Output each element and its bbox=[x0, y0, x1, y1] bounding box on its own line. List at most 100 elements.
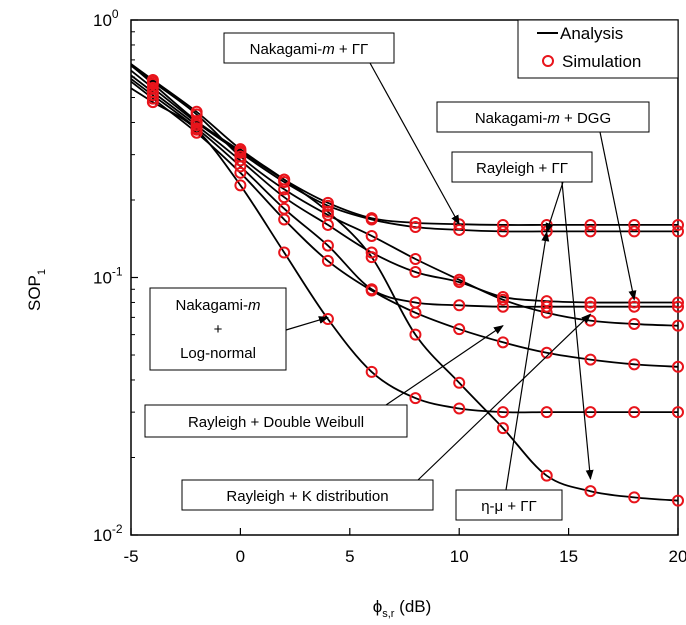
simulation-point bbox=[540, 295, 553, 308]
simulation-point bbox=[365, 365, 378, 378]
annotation-arrow bbox=[385, 325, 504, 406]
simulation-point bbox=[496, 406, 509, 419]
simulation-point bbox=[672, 360, 684, 373]
legend-simulation-label: Simulation bbox=[562, 52, 641, 71]
simulation-point bbox=[540, 306, 553, 319]
annotation-label: + bbox=[214, 321, 223, 338]
simulation-point bbox=[540, 346, 553, 359]
simulation-point bbox=[409, 328, 422, 341]
simulation-point bbox=[321, 239, 334, 252]
analysis-curve-8 bbox=[130, 63, 679, 502]
simulation-point bbox=[672, 300, 684, 313]
simulation-point bbox=[409, 306, 422, 319]
simulation-point bbox=[584, 218, 597, 231]
simulation-point bbox=[672, 406, 684, 419]
x-tick-label: 10 bbox=[450, 547, 469, 566]
y-tick-label: 100 bbox=[93, 7, 119, 30]
simulation-point bbox=[321, 254, 334, 267]
annotation-box bbox=[436, 101, 650, 133]
annotation-arrow bbox=[369, 62, 460, 226]
simulation-point bbox=[409, 221, 422, 234]
simulation-point bbox=[409, 266, 422, 279]
simulation-point bbox=[146, 73, 159, 86]
simulation-point bbox=[628, 218, 641, 231]
simulation-point bbox=[234, 150, 247, 163]
simulation-point bbox=[496, 293, 509, 306]
simulation-point bbox=[496, 218, 509, 231]
simulation-point bbox=[453, 376, 466, 389]
simulation-point bbox=[321, 205, 334, 218]
legend-simulation-marker bbox=[542, 55, 554, 67]
simulation-point bbox=[409, 216, 422, 229]
simulation-point bbox=[234, 166, 247, 179]
simulation-point bbox=[453, 299, 466, 312]
simulation-point bbox=[146, 96, 159, 109]
x-tick-label: -5 bbox=[123, 547, 138, 566]
simulation-point bbox=[278, 173, 291, 186]
simulation-point bbox=[365, 284, 378, 297]
simulation-point bbox=[190, 123, 203, 136]
axis-ticks: -5 0 5 10 15 20 100 10-1 10-2 bbox=[93, 7, 686, 566]
x-axis-title: ϕs,r (dB) bbox=[373, 597, 432, 620]
simulation-point bbox=[365, 246, 378, 259]
x-tick-label: 15 bbox=[559, 547, 578, 566]
simulation-point bbox=[409, 392, 422, 405]
simulation-point bbox=[584, 300, 597, 313]
plot-frame bbox=[130, 19, 679, 536]
annotation-label: Nakagami-m bbox=[175, 297, 260, 314]
annotation-box bbox=[223, 32, 395, 64]
simulation-point bbox=[234, 146, 247, 159]
simulation-point bbox=[278, 213, 291, 226]
simulation-point bbox=[584, 296, 597, 309]
annotation-label: Nakagami-m + DGG bbox=[475, 110, 611, 127]
simulation-point bbox=[278, 246, 291, 259]
simulation-point bbox=[190, 105, 203, 118]
simulation-point bbox=[628, 406, 641, 419]
simulation-point bbox=[496, 422, 509, 435]
simulation-point bbox=[540, 300, 553, 313]
simulation-point bbox=[278, 191, 291, 204]
simulation-point bbox=[628, 225, 641, 238]
analysis-curve-7 bbox=[130, 87, 678, 414]
annotation-box bbox=[455, 489, 563, 521]
x-tick-label: 20 bbox=[669, 547, 686, 566]
simulation-point bbox=[234, 154, 247, 167]
simulation-point bbox=[672, 225, 684, 238]
simulation-point bbox=[365, 213, 378, 226]
annotation-label: Nakagami-m + ΓΓ bbox=[250, 41, 369, 58]
annotation-arrow bbox=[505, 231, 550, 491]
simulation-point bbox=[540, 469, 553, 482]
annotation-label: η-μ + ΓΓ bbox=[481, 498, 537, 515]
simulation-point bbox=[540, 406, 553, 419]
simulation-point bbox=[365, 251, 378, 264]
annotation-box bbox=[149, 287, 287, 371]
annotation-arrow bbox=[599, 131, 637, 301]
simulation-point bbox=[496, 336, 509, 349]
simulation-point bbox=[409, 252, 422, 265]
annotation-box bbox=[144, 404, 408, 438]
legend-analysis-label: Analysis bbox=[560, 24, 623, 43]
simulation-point bbox=[453, 323, 466, 336]
simulation-point bbox=[672, 319, 684, 332]
simulation-point bbox=[234, 143, 247, 156]
legend: Analysis Simulation bbox=[517, 19, 679, 79]
simulation-point bbox=[453, 273, 466, 286]
simulation-point bbox=[365, 229, 378, 242]
simulation-point bbox=[672, 494, 684, 507]
annotation-label: Rayleigh + ΓΓ bbox=[476, 160, 568, 177]
simulation-point bbox=[584, 406, 597, 419]
annotation-label: Log-normal bbox=[180, 345, 256, 362]
simulation-point bbox=[584, 485, 597, 498]
simulation-point bbox=[628, 317, 641, 330]
simulation-point bbox=[628, 358, 641, 371]
simulation-point bbox=[584, 225, 597, 238]
annotation-arrow bbox=[417, 313, 592, 481]
simulation-markers bbox=[146, 73, 684, 507]
simulation-point bbox=[146, 92, 159, 105]
simulation-point bbox=[496, 225, 509, 238]
simulation-point bbox=[628, 300, 641, 313]
x-tick-label: 0 bbox=[236, 547, 245, 566]
annotation-box bbox=[451, 151, 593, 183]
annotation-arrow bbox=[545, 181, 564, 234]
